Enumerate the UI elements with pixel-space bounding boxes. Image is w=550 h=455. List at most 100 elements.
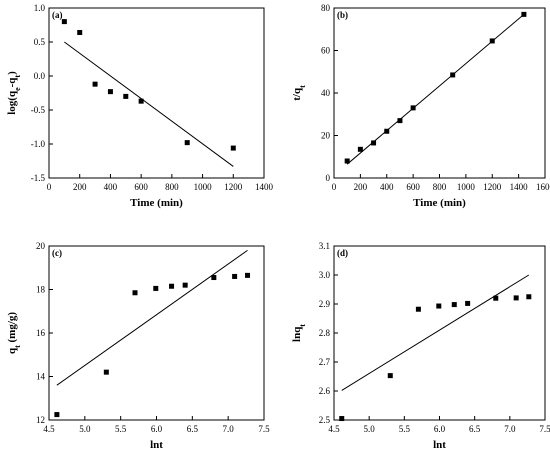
x-tick-label: 800 bbox=[165, 182, 179, 192]
data-point bbox=[132, 290, 138, 296]
y-tick-label: 80 bbox=[321, 3, 331, 13]
x-tick-label: 5.0 bbox=[364, 424, 376, 434]
y-tick-label: 20 bbox=[36, 241, 46, 251]
data-point bbox=[92, 81, 98, 87]
x-tick-label: 400 bbox=[104, 182, 118, 192]
y-tick-label: 3.0 bbox=[319, 270, 331, 280]
data-point bbox=[153, 285, 159, 291]
data-point bbox=[415, 306, 421, 312]
data-point bbox=[138, 98, 144, 104]
x-tick-label: 6.0 bbox=[434, 424, 446, 434]
x-tick-label: 400 bbox=[380, 182, 394, 192]
data-point bbox=[397, 118, 403, 124]
plot-frame bbox=[333, 7, 546, 179]
fit-line bbox=[56, 249, 248, 386]
data-point bbox=[384, 128, 390, 134]
y-tick-label: 2.9 bbox=[319, 299, 331, 309]
data-point bbox=[184, 140, 190, 146]
x-tick-label: 0 bbox=[47, 182, 52, 192]
y-tick-label: 16 bbox=[36, 328, 46, 338]
x-tick-label: 7.0 bbox=[223, 424, 235, 434]
panel-label: (a) bbox=[52, 10, 63, 20]
y-axis-label-part: t bbox=[298, 324, 307, 327]
y-tick-label: 0.5 bbox=[34, 37, 46, 47]
fit-line bbox=[341, 274, 530, 391]
x-tick-label: 1400 bbox=[510, 182, 529, 192]
data-point bbox=[410, 105, 416, 111]
data-point bbox=[339, 416, 345, 422]
x-tick-label: 7.5 bbox=[539, 424, 550, 434]
x-axis-label: lnt bbox=[150, 439, 163, 451]
y-axis-label-part: log(q bbox=[6, 90, 18, 115]
data-point bbox=[521, 11, 527, 17]
y-tick-label: 0.0 bbox=[34, 71, 46, 81]
y-tick-label: 2.6 bbox=[319, 386, 331, 396]
y-tick-label: 2.5 bbox=[319, 415, 331, 425]
y-tick-label: -1.5 bbox=[31, 173, 46, 183]
y-tick-label: -1.0 bbox=[31, 139, 46, 149]
data-point bbox=[103, 369, 109, 375]
y-tick-label: 18 bbox=[36, 285, 46, 295]
y-axis-label-part: -q bbox=[6, 77, 18, 88]
plot-frame bbox=[48, 245, 265, 421]
data-point bbox=[169, 283, 175, 289]
data-point bbox=[232, 273, 238, 279]
x-tick-label: 4.5 bbox=[43, 424, 55, 434]
x-tick-label: 600 bbox=[406, 182, 420, 192]
y-axis-label-part: t bbox=[13, 345, 22, 348]
data-point bbox=[465, 300, 471, 306]
panel-label: (d) bbox=[337, 248, 348, 258]
x-tick-label: 5.0 bbox=[79, 424, 91, 434]
y-axis-label-part: lnq bbox=[291, 326, 303, 342]
x-tick-label: 1200 bbox=[224, 182, 243, 192]
panel-label: (c) bbox=[52, 248, 62, 258]
y-axis-label-part: t bbox=[13, 75, 22, 78]
data-point bbox=[230, 145, 236, 151]
y-axis-label-part: q bbox=[6, 347, 18, 354]
x-axis-label: Time (min) bbox=[413, 197, 466, 209]
y-axis-label-part: (mg/g) bbox=[6, 312, 18, 346]
x-tick-label: 1400 bbox=[255, 182, 274, 192]
x-tick-label: 200 bbox=[354, 182, 368, 192]
data-point bbox=[54, 412, 60, 418]
y-tick-label: 20 bbox=[321, 131, 331, 141]
x-tick-label: 0 bbox=[332, 182, 337, 192]
data-point bbox=[344, 158, 350, 164]
y-axis-label: log(qe-qt) bbox=[6, 71, 22, 115]
y-axis-label: lnqt bbox=[291, 324, 307, 342]
y-axis-label-part: t/q bbox=[291, 87, 303, 101]
y-tick-label: -0.5 bbox=[31, 105, 46, 115]
y-tick-label: 14 bbox=[36, 372, 46, 382]
data-point bbox=[123, 93, 129, 99]
x-tick-label: 1000 bbox=[194, 182, 213, 192]
x-tick-label: 7.0 bbox=[504, 424, 516, 434]
x-tick-label: 800 bbox=[433, 182, 447, 192]
y-tick-label: 1.0 bbox=[34, 3, 46, 13]
data-point bbox=[77, 29, 83, 35]
data-point bbox=[357, 146, 363, 152]
x-tick-label: 4.5 bbox=[328, 424, 340, 434]
panel-d: 4.5 5.0 5.5 6.0 6.5 7.0 7.5 2.5 2.6 2.7 2.8 2.9 3.0 3… bbox=[291, 241, 550, 451]
data-point bbox=[211, 275, 217, 281]
x-tick-label: 1200 bbox=[483, 182, 502, 192]
y-tick-label: 0 bbox=[326, 173, 331, 183]
data-point bbox=[387, 373, 393, 379]
data-point bbox=[61, 19, 67, 25]
data-point bbox=[451, 302, 457, 308]
panel-label: (b) bbox=[337, 10, 348, 20]
data-point bbox=[107, 89, 113, 95]
x-tick-label: 7.5 bbox=[258, 424, 270, 434]
x-tick-label: 5.5 bbox=[399, 424, 411, 434]
data-point bbox=[436, 303, 442, 309]
x-tick-label: 200 bbox=[73, 182, 87, 192]
data-point bbox=[182, 282, 188, 288]
data-point bbox=[489, 38, 495, 44]
y-tick-label: 12 bbox=[36, 415, 45, 425]
panel-c: 4.5 5.0 5.5 6.0 6.5 7.0 7.5 12 14 16 18 20 (c) lnt qt … bbox=[6, 241, 270, 451]
x-tick-label: 600 bbox=[134, 182, 148, 192]
x-tick-label: 5.5 bbox=[115, 424, 127, 434]
data-point bbox=[493, 295, 499, 301]
x-axis-label: Time (min) bbox=[130, 197, 183, 209]
